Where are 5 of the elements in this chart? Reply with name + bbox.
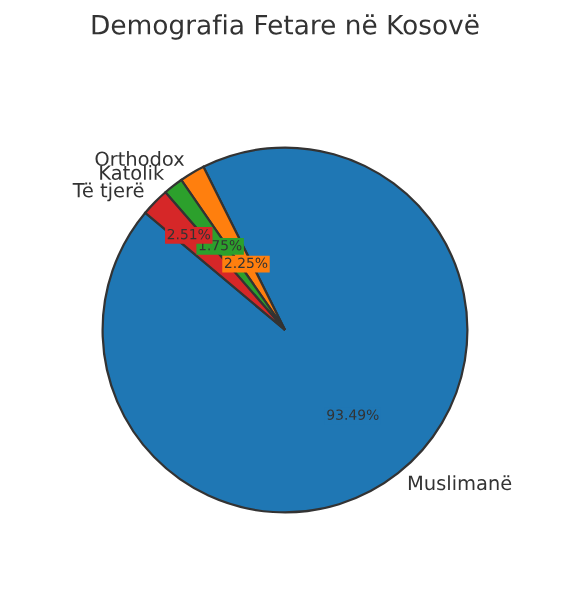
slice-label: Orthodox (95, 151, 185, 167)
slice-label: Të tjerë (72, 182, 144, 202)
slice-label: Katolik (100, 164, 165, 181)
slice-label: Muslimanë (408, 475, 512, 491)
chart-title: Demografia Fetare në Kosovë (92, 14, 479, 40)
